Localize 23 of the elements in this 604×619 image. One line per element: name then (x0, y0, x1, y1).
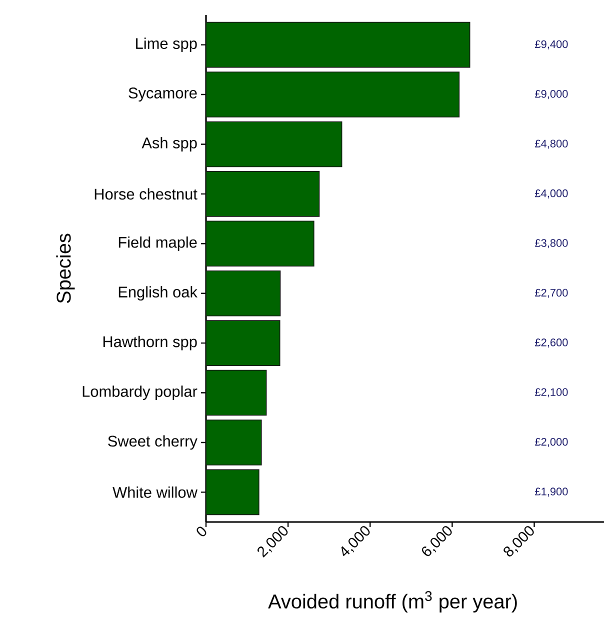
annotation: £2,100 (535, 388, 568, 398)
y-tick-label: Ash spp (142, 137, 197, 152)
annotation: £2,600 (535, 338, 568, 348)
y-axis-title: Species (56, 234, 75, 304)
y-tick-label: Horse chestnut (94, 188, 198, 200)
annotation: £9,400 (535, 40, 568, 50)
y-tick-label: Lime spp (136, 38, 197, 52)
x-axis-title: Avoided runoff (m$^{3}$ per year) (268, 591, 517, 612)
annotation: £1,900 (535, 488, 568, 497)
annotation: £2,700 (535, 288, 568, 298)
y-tick-label: Lombardy poplar (82, 386, 198, 400)
y-tick-label: Sweet cherry (108, 435, 198, 450)
annotation: £4,800 (535, 140, 568, 149)
annotation: £2,000 (535, 438, 568, 448)
y-tick-label: White willow (112, 486, 198, 498)
annotation: £4,000 (535, 189, 568, 198)
y-tick-label: English oak (118, 286, 198, 301)
y-tick-label: Field maple (118, 236, 197, 251)
annotation: £9,000 (535, 90, 568, 100)
y-tick-label: Hawthorn spp (103, 336, 197, 350)
x-tick-label: 0 (196, 526, 206, 536)
annotation: £3,800 (535, 239, 568, 248)
y-tick-label: Sycamore (128, 88, 197, 102)
